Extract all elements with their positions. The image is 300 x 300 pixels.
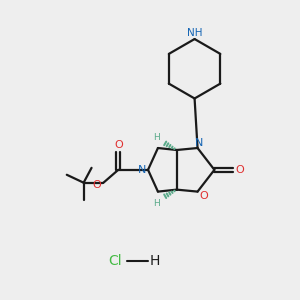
Text: H: H	[154, 199, 160, 208]
Text: N: N	[138, 165, 146, 175]
Text: Cl: Cl	[109, 254, 122, 268]
Text: NH: NH	[187, 28, 202, 38]
Text: O: O	[199, 190, 208, 201]
Text: O: O	[92, 180, 101, 190]
Text: H: H	[154, 133, 160, 142]
Text: O: O	[114, 140, 123, 150]
Text: N: N	[195, 138, 204, 148]
Text: O: O	[236, 165, 244, 175]
Text: H: H	[150, 254, 160, 268]
